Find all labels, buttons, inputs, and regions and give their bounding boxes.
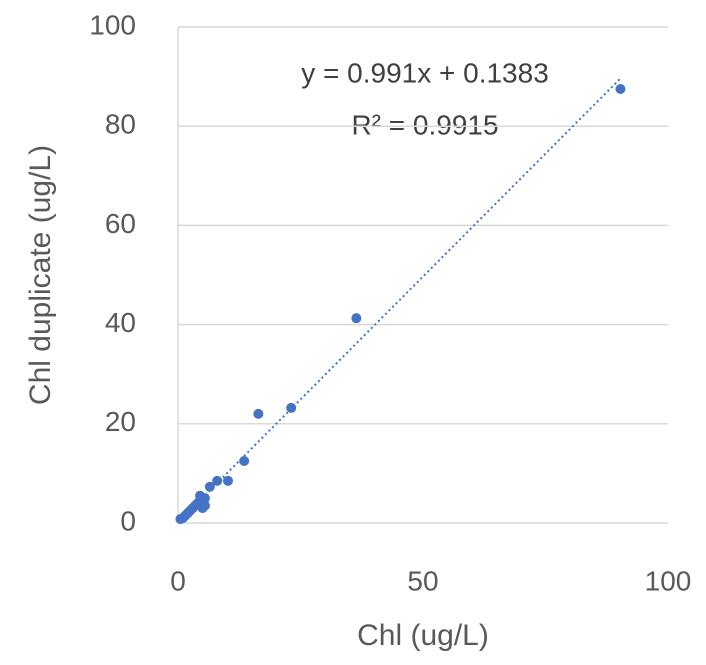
r-squared: R² = 0.9915 bbox=[351, 109, 498, 140]
x-tick-label: 0 bbox=[170, 565, 186, 596]
y-tick-label: 0 bbox=[120, 505, 136, 536]
y-tick-label: 60 bbox=[105, 208, 136, 239]
y-axis-title: Chl duplicate (ug/L) bbox=[24, 145, 57, 405]
point bbox=[212, 475, 223, 486]
point bbox=[239, 456, 250, 466]
trendline bbox=[179, 77, 622, 521]
y-tick-label: 20 bbox=[105, 406, 136, 437]
y-tick-label: 100 bbox=[89, 9, 136, 40]
x-axis-title: Chl (ug/L) bbox=[357, 619, 489, 652]
y-tick-label: 40 bbox=[105, 307, 136, 338]
point bbox=[351, 313, 362, 324]
x-tick-label: 50 bbox=[407, 565, 438, 596]
x-tick-label: 100 bbox=[645, 565, 692, 596]
point bbox=[253, 408, 264, 419]
trendline-equation: y = 0.991x + 0.1383 bbox=[301, 57, 549, 88]
point bbox=[175, 514, 186, 525]
point bbox=[222, 475, 233, 486]
y-tick-label: 80 bbox=[105, 109, 136, 140]
point bbox=[286, 402, 297, 413]
point bbox=[615, 84, 626, 94]
point bbox=[204, 481, 215, 492]
